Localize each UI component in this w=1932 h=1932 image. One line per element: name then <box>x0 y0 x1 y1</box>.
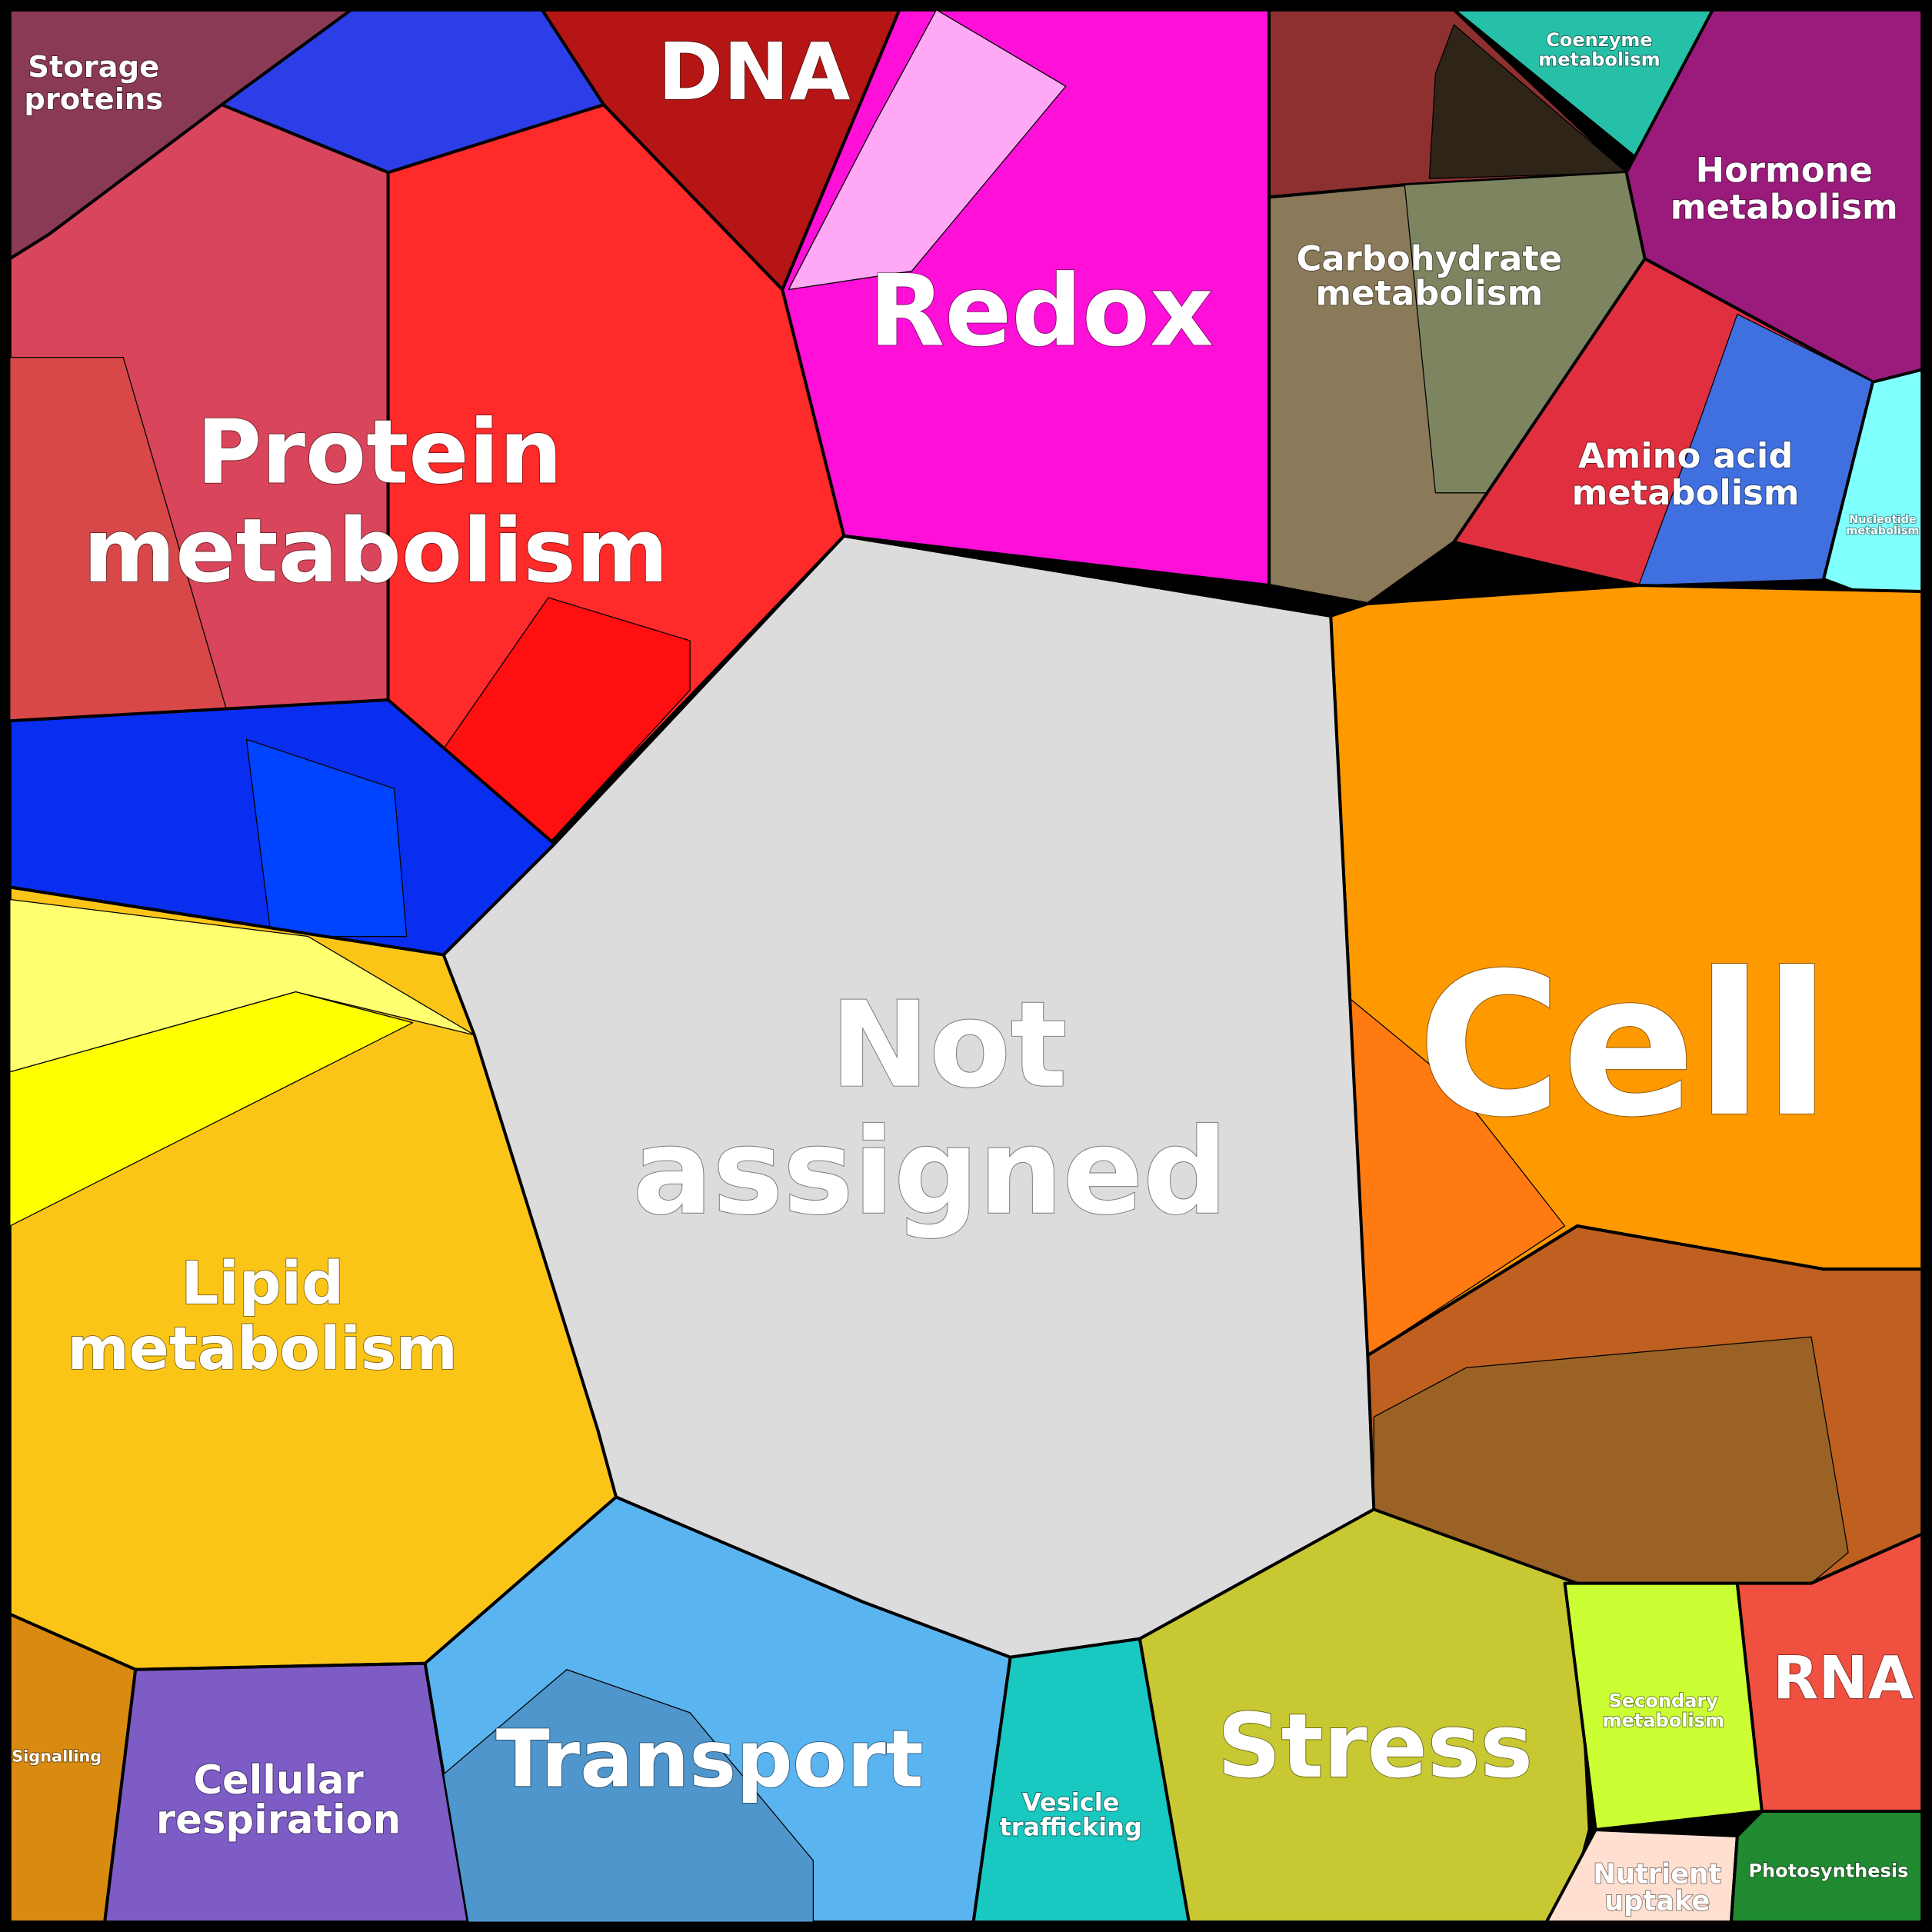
label: metabolism <box>83 500 668 603</box>
label: uptake <box>1604 1886 1710 1917</box>
label: metabolism <box>1572 472 1800 513</box>
cell-amino-acid-sub <box>1638 313 1874 586</box>
label: Transport <box>496 1714 924 1805</box>
label: metabolism <box>1846 525 1919 537</box>
label: Signalling <box>12 1747 102 1766</box>
label: Nutrient <box>1593 1858 1721 1890</box>
label: Photosynthesis <box>1748 1860 1908 1882</box>
cell-brown-sub <box>1428 24 1627 179</box>
label: Hormone <box>1696 149 1873 190</box>
label: Stress <box>1217 1695 1534 1798</box>
label: Carbohydrate <box>1297 238 1563 279</box>
label: Cellular <box>193 1757 364 1804</box>
label: Secondary <box>1609 1690 1719 1711</box>
label: metabolism <box>68 1315 458 1384</box>
label: Lipid <box>181 1250 344 1318</box>
label: Amino acid <box>1578 435 1793 476</box>
cell-redox-sub <box>788 9 1067 291</box>
label: DNA <box>658 27 850 118</box>
label: RNA <box>1773 1644 1914 1713</box>
label: Redox <box>869 254 1214 368</box>
label: Coenzyme <box>1546 29 1652 51</box>
label: Nucleotide <box>1849 514 1917 526</box>
cells <box>8 8 1924 1924</box>
label: Protein <box>197 401 563 505</box>
label: Not <box>831 977 1068 1114</box>
label: Vesicle <box>1022 1787 1120 1817</box>
label: proteins <box>24 82 163 117</box>
label: Storage <box>28 50 159 85</box>
labels: Storage proteins DNA Redox Protein metab… <box>11 26 1920 1917</box>
label: metabolism <box>1538 49 1660 71</box>
label: metabolism <box>1671 186 1898 227</box>
label: trafficking <box>999 1812 1141 1841</box>
label: metabolism <box>1603 1710 1724 1731</box>
label: respiration <box>156 1797 401 1843</box>
label: metabolism <box>1315 272 1543 313</box>
label: Cell <box>1417 931 1831 1161</box>
cell-blue-sub <box>245 738 408 938</box>
label: assigned <box>633 1104 1228 1241</box>
